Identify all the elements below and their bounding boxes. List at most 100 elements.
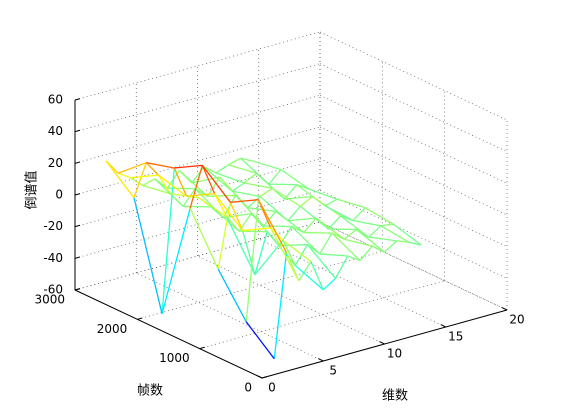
mesh-edge xyxy=(308,188,338,200)
z-axis-label: 倒谱值 xyxy=(24,170,40,209)
mesh-edge xyxy=(282,240,296,266)
mesh-edge xyxy=(105,160,135,199)
tick-mark xyxy=(74,129,81,133)
x-axis-label: 维数 xyxy=(382,389,408,404)
grid-line xyxy=(319,221,508,311)
mesh-edge xyxy=(271,187,301,207)
mesh-edge xyxy=(322,277,336,291)
mesh-edge xyxy=(294,244,309,266)
mesh-edge xyxy=(217,202,232,270)
y-axis-label: 帧数 xyxy=(137,384,163,399)
mesh-edge xyxy=(331,232,361,262)
mesh-edge xyxy=(247,207,276,213)
mesh-edge xyxy=(167,187,196,190)
mesh-edge xyxy=(161,167,175,314)
mesh-edge xyxy=(273,252,288,359)
mesh-edge xyxy=(268,169,282,185)
y-tick-label: 1000 xyxy=(159,351,190,365)
mesh-edge xyxy=(182,205,212,208)
mesh-edge xyxy=(243,172,257,184)
y-axis xyxy=(74,289,263,379)
mesh-edge xyxy=(280,169,310,190)
grid-line xyxy=(136,272,324,362)
grid-line xyxy=(319,126,508,216)
mesh-edge xyxy=(259,187,273,197)
mesh-edge xyxy=(142,184,171,195)
mesh-edge xyxy=(310,261,324,291)
z-tick-label: 40 xyxy=(48,124,63,138)
mesh-edge xyxy=(133,162,147,198)
tick-mark xyxy=(501,307,508,311)
grid-line xyxy=(319,221,508,311)
y-tick-label: 2000 xyxy=(97,322,128,336)
mesh-edge xyxy=(117,162,147,174)
mesh-edge xyxy=(359,245,373,261)
tick-mark xyxy=(74,256,81,259)
mesh-edge xyxy=(343,228,357,240)
grid-line xyxy=(319,190,508,279)
mesh-edge xyxy=(282,239,312,263)
mesh-edge xyxy=(392,223,422,246)
mesh-edge xyxy=(352,207,366,221)
mesh-edge xyxy=(203,166,233,192)
tick-mark xyxy=(256,375,263,379)
mesh-edge xyxy=(173,167,188,197)
mesh-edge xyxy=(161,208,191,315)
z-tick-label: -20 xyxy=(43,219,63,233)
mesh-edge xyxy=(340,215,370,238)
grid-line xyxy=(197,255,385,345)
mesh-edge xyxy=(215,164,229,174)
mesh-edge xyxy=(201,165,216,194)
mesh-edge xyxy=(207,194,236,198)
mesh-edge xyxy=(157,174,172,195)
mesh-edge xyxy=(174,164,203,169)
mesh-edge xyxy=(319,232,333,255)
mesh-edge xyxy=(408,241,422,246)
mesh-edge xyxy=(270,227,300,282)
mesh-edge xyxy=(158,174,187,197)
mesh-edge xyxy=(214,193,228,218)
mesh-edge xyxy=(299,195,314,207)
mesh-edge xyxy=(228,157,242,166)
mesh-edge xyxy=(380,225,410,243)
mesh-edge xyxy=(170,193,199,199)
mesh-edge xyxy=(263,211,277,227)
z-tick-label: 20 xyxy=(48,156,63,170)
mesh-edge xyxy=(279,244,308,247)
mesh-edge xyxy=(231,190,261,198)
z-tick-label: -60 xyxy=(43,283,63,297)
x-tick-label: 20 xyxy=(509,313,524,327)
mesh-edge xyxy=(368,236,397,242)
mesh-edge xyxy=(245,321,275,360)
mesh-edge xyxy=(252,160,282,171)
mesh-edge xyxy=(239,230,268,233)
mesh-edge xyxy=(230,199,259,203)
x-tick-label: 5 xyxy=(329,364,337,378)
mesh-edge xyxy=(201,164,231,203)
mesh-edge xyxy=(298,261,312,282)
tick-mark xyxy=(199,346,205,350)
y-tick-label: 3000 xyxy=(34,293,65,307)
x-tick-label: 0 xyxy=(268,381,276,395)
mesh-edge xyxy=(268,183,297,186)
mesh-edge xyxy=(189,165,203,209)
mesh-edge xyxy=(240,157,254,162)
mesh-edge xyxy=(154,178,184,207)
mesh-edge xyxy=(198,197,228,218)
grid-line xyxy=(319,63,508,152)
mesh-edge xyxy=(352,219,382,227)
mesh-edge xyxy=(214,193,244,231)
mesh-edge xyxy=(327,215,342,230)
mesh-edge xyxy=(303,217,317,233)
mesh-edge xyxy=(306,244,337,279)
tick-mark xyxy=(137,317,143,320)
mesh-edge xyxy=(215,172,245,184)
tick-mark xyxy=(74,193,81,196)
mesh-edge xyxy=(245,199,260,322)
mesh-edge xyxy=(244,182,273,189)
mesh-edge xyxy=(384,240,398,253)
tick-mark xyxy=(318,358,324,362)
mesh-edge xyxy=(347,255,361,262)
z-tick-label: 60 xyxy=(48,93,63,107)
